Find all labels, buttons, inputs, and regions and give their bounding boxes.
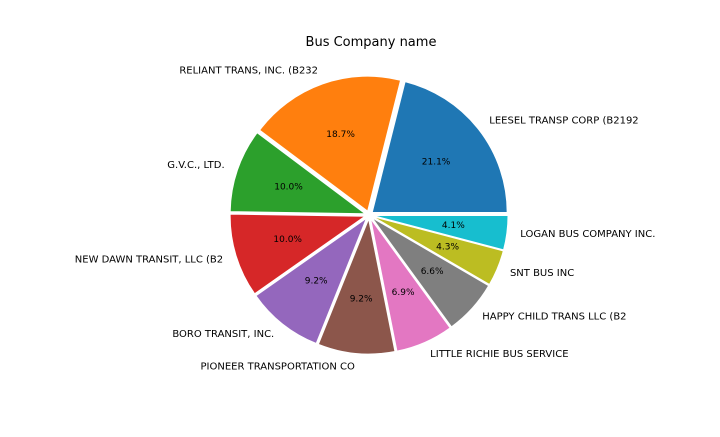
pie-slice-reliant-trans-inc-b232 (258, 75, 402, 213)
pie-slice-g-v-c-ltd (229, 132, 367, 215)
slice-label: LOGAN BUS COMPANY INC. (520, 229, 655, 240)
pie-slice-logan-bus-company-inc (372, 215, 509, 251)
slice-label: LEESEL TRANSP CORP (B2192 (489, 116, 638, 127)
pie-slice-snt-bus-inc (372, 216, 504, 286)
percent-label: 21.1% (422, 158, 451, 168)
pie-slice-leesel-transp-corp-b2192 (371, 80, 508, 214)
slice-label: BORO TRANSIT, INC. (172, 329, 274, 340)
slice-label: RELIANT TRANS, INC. (B232 (179, 66, 318, 77)
percent-labels: 21.1% 18.7% 10.0% 10.0% 9.2% 9.2% 6.9% 6.6% 4.3%… (273, 130, 465, 305)
percent-label: 9.2% (305, 277, 328, 287)
percent-label: 10.0% (274, 182, 303, 192)
percent-label: 18.7% (326, 130, 355, 140)
slice-labels: LEESEL TRANSP CORP (B2192 RELIANT TRANS, … (75, 66, 656, 373)
slice-label: LITTLE RICHIE BUS SERVICE (430, 349, 568, 360)
pie-slice-boro-transit-inc (255, 216, 368, 345)
slice-label: PIONEER TRANSPORTATION CO (201, 361, 356, 372)
slice-label: HAPPY CHILD TRANS LLC (B2 (482, 312, 626, 323)
slice-label: SNT BUS INC (510, 268, 574, 279)
pie-slice-happy-child-trans-llc-b2 (371, 217, 490, 328)
percent-label: 9.2% (350, 295, 373, 305)
percent-label: 10.0% (273, 235, 302, 245)
pie-slice-pioneer-transportation-co (317, 217, 396, 355)
percent-label: 4.1% (442, 221, 465, 231)
percent-label: 6.9% (392, 288, 415, 298)
pie-slices (229, 75, 509, 355)
slice-label: G.V.C., LTD. (167, 160, 224, 171)
pie-slice-little-richie-bus-service (370, 218, 451, 352)
pie-slice-new-dawn-transit-llc-b2 (229, 213, 367, 295)
slice-label: NEW DAWN TRANSIT, LLC (B2 (75, 254, 223, 265)
percent-label: 6.6% (421, 267, 444, 277)
percent-label: 4.3% (436, 243, 459, 253)
chart-title: Bus Company name (306, 35, 437, 50)
